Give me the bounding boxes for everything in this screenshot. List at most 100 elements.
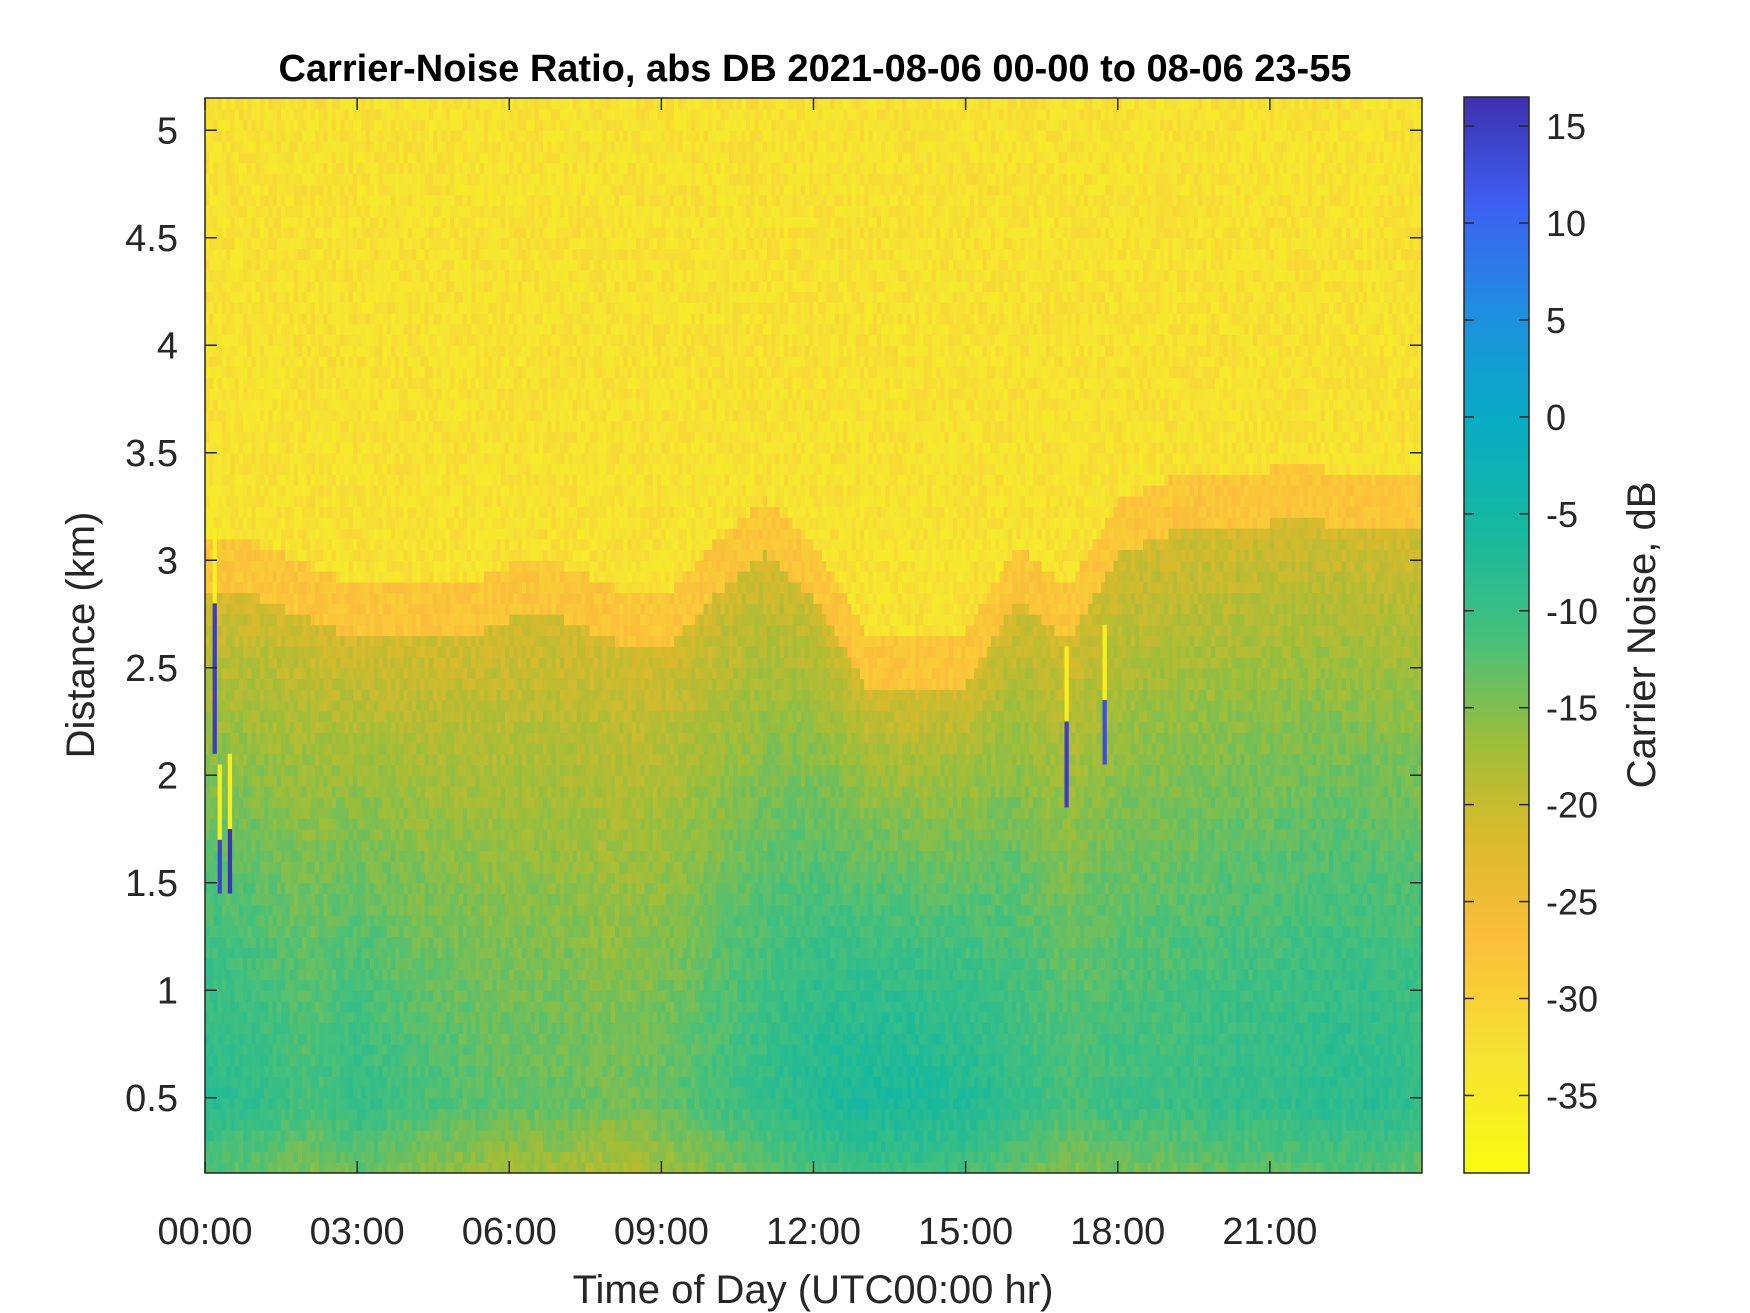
heatmap-cell [332, 1023, 337, 1034]
heatmap-cell [395, 872, 400, 883]
heatmap-cell [256, 1109, 261, 1120]
heatmap-cell [353, 765, 358, 776]
heatmap-cell [378, 700, 383, 711]
heatmap-cell [366, 980, 371, 991]
heatmap-cell [290, 496, 295, 507]
heatmap-cell [226, 378, 231, 389]
heatmap-cell [311, 1152, 316, 1163]
heatmap-cell [294, 861, 299, 872]
heatmap-cell [239, 399, 244, 410]
heatmap-cell [378, 636, 383, 647]
heatmap-cell [251, 700, 256, 711]
heatmap-cell [264, 410, 269, 421]
heatmap-cell [294, 808, 299, 819]
heatmap-cell [306, 1162, 311, 1173]
heatmap-cell [391, 1066, 396, 1077]
heatmap-cell [277, 797, 282, 808]
heatmap-cell [408, 657, 413, 668]
heatmap-cell [387, 507, 392, 518]
heatmap-cell [226, 249, 231, 260]
heatmap-cell [281, 915, 286, 926]
heatmap-cell [412, 1098, 417, 1109]
heatmap-cell [294, 292, 299, 303]
heatmap-cell [264, 1141, 269, 1152]
heatmap-cell [273, 388, 278, 399]
heatmap-cell [256, 1119, 261, 1130]
heatmap-cell [336, 431, 341, 442]
heatmap-cell [340, 1141, 345, 1152]
heatmap-cell [311, 582, 316, 593]
heatmap-cell [399, 743, 404, 754]
heatmap-cell [294, 840, 299, 851]
heatmap-cell [399, 474, 404, 485]
heatmap-cell [370, 625, 375, 636]
heatmap-cell [285, 786, 290, 797]
heatmap-cell [357, 818, 362, 829]
heatmap-cell [281, 313, 286, 324]
heatmap-cell [412, 1141, 417, 1152]
heatmap-cell [336, 571, 341, 582]
heatmap-cell [298, 765, 303, 776]
heatmap-cell [378, 496, 383, 507]
heatmap-cell [311, 829, 316, 840]
heatmap-cell [235, 732, 240, 743]
heatmap-cell [264, 485, 269, 496]
heatmap-cell [290, 507, 295, 518]
heatmap-cell [235, 883, 240, 894]
heatmap-cell [256, 625, 261, 636]
heatmap-cell [328, 442, 333, 453]
heatmap-cell [302, 614, 307, 625]
heatmap-cell [391, 657, 396, 668]
heatmap-cell [328, 646, 333, 657]
heatmap-cell [395, 883, 400, 894]
heatmap-cell [332, 937, 337, 948]
heatmap-cell [336, 464, 341, 475]
heatmap-cell [391, 184, 396, 195]
heatmap-cell [256, 1012, 261, 1023]
heatmap-cell [374, 431, 379, 442]
heatmap-cell [340, 1087, 345, 1098]
heatmap-cell [378, 227, 383, 238]
heatmap-cell [378, 98, 383, 109]
heatmap-cell [357, 1109, 362, 1120]
heatmap-cell [399, 259, 404, 270]
heatmap-cell [306, 163, 311, 174]
heatmap-cell [306, 700, 311, 711]
heatmap-cell [319, 163, 324, 174]
heatmap-cell [382, 904, 387, 915]
heatmap-cell [387, 1066, 392, 1077]
heatmap-cell [399, 808, 404, 819]
heatmap-cell [243, 281, 248, 292]
heatmap-cell [294, 1087, 299, 1098]
heatmap-cell [344, 313, 349, 324]
heatmap-cell [290, 646, 295, 657]
heatmap-cell [404, 1033, 409, 1044]
heatmap-cell [226, 388, 231, 399]
heatmap-cell [226, 238, 231, 249]
heatmap-cell [243, 324, 248, 335]
heatmap-cell [213, 980, 218, 991]
heatmap-cell [226, 1023, 231, 1034]
heatmap-cell [256, 818, 261, 829]
heatmap-cell [302, 270, 307, 281]
heatmap-cell [290, 657, 295, 668]
heatmap-cell [209, 1023, 214, 1034]
heatmap-cell [260, 313, 265, 324]
heatmap-cell [222, 184, 227, 195]
heatmap-cell [366, 496, 371, 507]
heatmap-cell [277, 646, 282, 657]
heatmap-cell [285, 410, 290, 421]
heatmap-cell [243, 636, 248, 647]
heatmap-cell [226, 1130, 231, 1141]
heatmap-cell [235, 679, 240, 690]
heatmap-cell [340, 1130, 345, 1141]
heatmap-cell [323, 1066, 328, 1077]
heatmap-cell [298, 1033, 303, 1044]
heatmap-cell [349, 754, 354, 765]
heatmap-cell [235, 195, 240, 206]
heatmap-cell [391, 808, 396, 819]
heatmap-cell [213, 249, 218, 260]
heatmap-cell [391, 990, 396, 1001]
heatmap-cell [323, 1012, 328, 1023]
heatmap-cell [260, 356, 265, 367]
